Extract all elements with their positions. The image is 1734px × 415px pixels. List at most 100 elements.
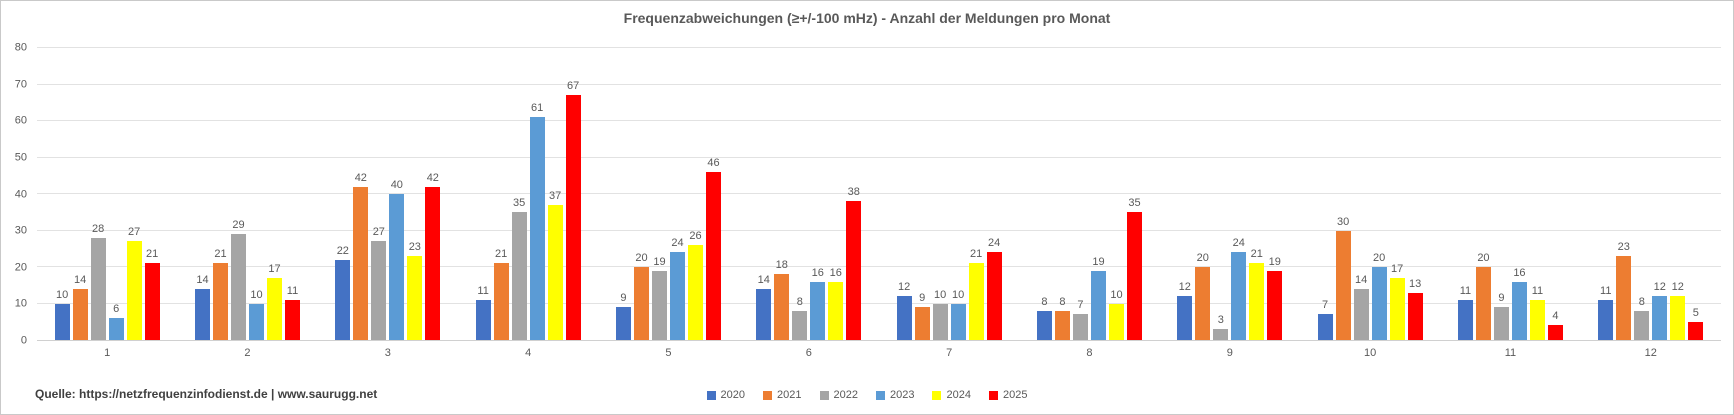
bar-2021-month-4: 21 bbox=[493, 249, 509, 340]
month-group-10: 7 30 14 20 17 13 10 bbox=[1300, 48, 1440, 359]
bar-2020-month-10: 7 bbox=[1317, 300, 1333, 340]
bar-value-label: 22 bbox=[336, 244, 349, 257]
y-tick-label-50: 50 bbox=[14, 151, 27, 164]
legend-label-2021: 2021 bbox=[777, 389, 802, 401]
legend-swatch-2024 bbox=[932, 391, 942, 400]
bar-2023-month-12: 12 bbox=[1652, 282, 1668, 340]
bar-value-label: 21 bbox=[495, 248, 508, 261]
bar-2021-month-3: 42 bbox=[353, 172, 369, 340]
month-group-2: 14 21 29 10 17 11 2 bbox=[177, 48, 317, 359]
bar-value-label: 10 bbox=[1110, 288, 1123, 301]
bar-2023-month-3: 40 bbox=[389, 180, 405, 340]
month-group-9: 12 20 3 24 21 19 9 bbox=[1160, 48, 1300, 359]
x-category-label-11: 11 bbox=[1504, 347, 1517, 359]
bar-2023-month-2: 10 bbox=[248, 289, 264, 340]
month-group-11: 11 20 9 16 11 4 11 bbox=[1440, 48, 1580, 359]
bar-2024-month-4: 37 bbox=[547, 190, 563, 340]
legend-item-2023: 2023 bbox=[876, 390, 914, 401]
x-category-label-2: 2 bbox=[244, 347, 251, 359]
bar-2022-month-2: 29 bbox=[230, 220, 246, 340]
month-group-8: 8 8 7 19 10 35 8 bbox=[1019, 48, 1159, 359]
bar-value-label: 16 bbox=[1513, 266, 1526, 279]
gridline-40 bbox=[37, 193, 1721, 194]
bar-value-label: 6 bbox=[113, 303, 120, 316]
bar-2021-month-6: 18 bbox=[774, 260, 790, 340]
legend-label-2025: 2025 bbox=[1002, 389, 1028, 401]
bar-2025-month-6: 38 bbox=[846, 187, 862, 340]
bar-value-label: 38 bbox=[847, 186, 860, 199]
legend-label-2024: 2024 bbox=[946, 389, 971, 401]
bar-value-label: 16 bbox=[811, 266, 824, 279]
bar-2022-month-8: 7 bbox=[1072, 300, 1088, 340]
bar-value-label: 61 bbox=[531, 102, 544, 115]
bar-value-label: 20 bbox=[1372, 252, 1386, 264]
bar-2022-month-9: 3 bbox=[1213, 315, 1229, 340]
bar-value-label: 11 bbox=[286, 284, 299, 297]
bar-value-label: 9 bbox=[620, 292, 627, 305]
x-category-label-9: 9 bbox=[1226, 347, 1233, 359]
y-tick-label-10: 10 bbox=[14, 297, 27, 310]
bar-value-label: 8 bbox=[1059, 295, 1066, 308]
bar-2023-month-8: 19 bbox=[1090, 256, 1106, 340]
bar-value-label: 27 bbox=[372, 226, 385, 239]
bar-2025-month-12: 5 bbox=[1688, 307, 1704, 340]
bar-value-label: 14 bbox=[1354, 273, 1368, 286]
bar-2022-month-3: 27 bbox=[371, 227, 387, 340]
month-group-7: 12 9 10 10 21 24 7 bbox=[879, 48, 1019, 359]
source-text: Quelle: https://netzfrequenzinfodienst.d… bbox=[35, 387, 378, 401]
bar-value-label: 21 bbox=[1250, 248, 1263, 261]
legend-label-2020: 2020 bbox=[720, 389, 746, 401]
y-axis-labels: 0 10 20 30 40 50 60 70 80 bbox=[1, 42, 35, 346]
x-category-label-10: 10 bbox=[1363, 347, 1377, 359]
bar-2023-month-4: 61 bbox=[529, 103, 545, 340]
bar-2024-month-10: 17 bbox=[1389, 263, 1405, 340]
bar-2024-month-5: 26 bbox=[687, 231, 703, 340]
bar-2023-month-10: 20 bbox=[1371, 253, 1387, 340]
bar-2025-month-3: 42 bbox=[425, 172, 441, 340]
bar-value-label: 19 bbox=[1092, 255, 1105, 268]
legend-item-2024: 2024 bbox=[932, 389, 971, 401]
bar-2022-month-10: 14 bbox=[1353, 274, 1369, 340]
bar-2020-month-4: 11 bbox=[475, 285, 491, 340]
bar-value-label: 11 bbox=[477, 284, 489, 297]
bar-value-label: 14 bbox=[757, 273, 770, 286]
legend-swatch-2021 bbox=[763, 391, 773, 400]
y-tick-label-70: 70 bbox=[14, 78, 27, 91]
bar-value-label: 4 bbox=[1552, 310, 1559, 323]
bar-2021-month-1: 14 bbox=[72, 274, 88, 340]
month-group-12: 11 23 8 12 12 5 12 bbox=[1581, 48, 1721, 359]
bar-2021-month-9: 20 bbox=[1195, 253, 1211, 340]
bar-2022-month-7: 10 bbox=[932, 289, 948, 340]
x-category-label-4: 4 bbox=[525, 347, 532, 359]
gridline-60 bbox=[37, 120, 1721, 121]
gridline-30 bbox=[37, 229, 1721, 231]
bar-2020-month-8: 8 bbox=[1036, 296, 1052, 340]
bar-2022-month-4: 35 bbox=[511, 198, 527, 340]
bar-value-label: 14 bbox=[74, 273, 87, 286]
bar-2024-month-8: 10 bbox=[1108, 289, 1124, 340]
legend-item-2022: 2022 bbox=[819, 389, 858, 401]
bar-value-label: 11 bbox=[1600, 284, 1612, 297]
bar-value-label: 26 bbox=[689, 230, 702, 243]
bar-value-label: 23 bbox=[408, 241, 421, 254]
bar-value-label: 11 bbox=[1459, 284, 1472, 297]
legend-swatch-2025 bbox=[988, 391, 998, 400]
gridline-10 bbox=[37, 302, 1721, 304]
bar-value-label: 24 bbox=[1232, 237, 1245, 250]
bar-value-label: 14 bbox=[196, 273, 209, 286]
legend-label-2022: 2022 bbox=[833, 389, 858, 401]
y-tick-label-20: 20 bbox=[14, 261, 27, 274]
bar-value-label: 20 bbox=[1196, 252, 1209, 264]
x-category-label-8: 8 bbox=[1086, 347, 1093, 359]
bar-value-label: 9 bbox=[1498, 292, 1505, 305]
y-tick-label-80: 80 bbox=[14, 41, 27, 54]
x-category-label-6: 6 bbox=[805, 347, 812, 359]
bar-value-label: 12 bbox=[1671, 281, 1684, 294]
bar-2024-month-7: 21 bbox=[968, 249, 984, 340]
bar-2020-month-2: 14 bbox=[194, 274, 210, 340]
x-category-label-12: 12 bbox=[1644, 347, 1657, 359]
y-tick-label-60: 60 bbox=[14, 114, 27, 127]
bar-2025-month-8: 35 bbox=[1126, 198, 1142, 340]
legend-item-2025: 2025 bbox=[988, 389, 1028, 401]
bar-2023-month-5: 24 bbox=[669, 238, 685, 340]
